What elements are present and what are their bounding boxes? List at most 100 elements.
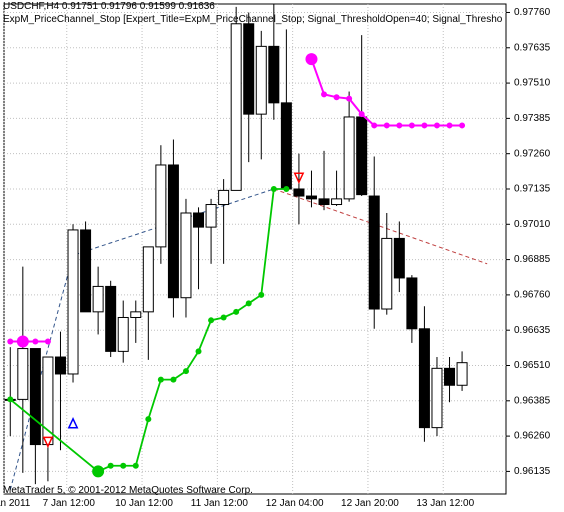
indicator-magenta-marker bbox=[421, 122, 427, 128]
indicator-green-marker bbox=[221, 314, 227, 320]
candle-body bbox=[269, 46, 279, 102]
candle-body bbox=[194, 213, 204, 227]
xaxis-tick-label: 6 Jan 2011 bbox=[0, 498, 31, 509]
chart-plot[interactable]: 0.96135 0.96260 0.96385 0.96510 0.96635 0.967… bbox=[0, 0, 564, 512]
indicator-magenta-marker bbox=[371, 122, 377, 128]
indicator-green-marker bbox=[246, 300, 252, 306]
candle-body bbox=[344, 117, 354, 199]
indicator-magenta-marker bbox=[409, 122, 415, 128]
indicator-magenta-marker bbox=[396, 122, 402, 128]
yaxis-tick-label: 0.97135 bbox=[514, 184, 551, 195]
candle-body bbox=[106, 286, 116, 351]
candle-body bbox=[81, 230, 91, 312]
xaxis-tick-label: 12 Jan 20:00 bbox=[341, 498, 399, 509]
yaxis-tick-label: 0.97010 bbox=[514, 219, 551, 230]
indicator-magenta-marker bbox=[32, 338, 38, 344]
yaxis-tick-label: 0.96135 bbox=[514, 466, 551, 477]
chart-title: USDCHF,H4 0.91751 0.91796 0.91599 0.9163… bbox=[3, 1, 215, 12]
candle-body bbox=[118, 317, 128, 351]
xaxis-tick-label: 10 Jan 12:00 bbox=[115, 498, 173, 509]
xaxis-tick-label: 12 Jan 04:00 bbox=[266, 498, 324, 509]
candle-body bbox=[156, 165, 166, 247]
indicator-magenta bbox=[311, 59, 462, 125]
indicator-green-marker bbox=[196, 348, 202, 354]
yaxis-tick-label: 0.97260 bbox=[514, 148, 551, 159]
candle-body bbox=[419, 329, 429, 428]
chart-footer: MetaTrader 5, © 2001-2012 MetaQuotes Sof… bbox=[3, 485, 253, 496]
yaxis-tick-label: 0.96260 bbox=[514, 431, 551, 442]
candle-body bbox=[68, 230, 78, 374]
candle-body bbox=[131, 312, 141, 318]
candle-body bbox=[93, 286, 103, 311]
yaxis-tick-label: 0.97385 bbox=[514, 113, 551, 124]
candle-body bbox=[369, 196, 379, 309]
indicator-green-marker bbox=[133, 463, 139, 469]
chart-container: USDCHF,H4 0.91751 0.91796 0.91599 0.9163… bbox=[0, 0, 564, 512]
indicator-green-marker bbox=[108, 463, 114, 469]
indicator-magenta-marker bbox=[305, 53, 317, 65]
indicator-green-marker bbox=[283, 186, 289, 192]
indicator-magenta-marker bbox=[434, 122, 440, 128]
indicator-magenta-marker bbox=[334, 94, 340, 100]
candle-body bbox=[181, 213, 191, 298]
yaxis-tick-label: 0.97760 bbox=[514, 7, 551, 18]
indicator-green-marker bbox=[258, 292, 264, 298]
indicator-magenta-marker bbox=[45, 338, 51, 344]
indicator-magenta-marker bbox=[346, 96, 352, 102]
yaxis-tick-label: 0.96635 bbox=[514, 325, 551, 336]
candle-body bbox=[306, 196, 316, 199]
candle-body bbox=[457, 363, 467, 386]
candle-body bbox=[432, 368, 442, 427]
candle-body bbox=[219, 190, 229, 204]
candle-body bbox=[231, 24, 241, 191]
indicator-magenta-marker bbox=[17, 335, 29, 347]
indicator-green-marker bbox=[92, 465, 104, 477]
candle-body bbox=[407, 278, 417, 329]
candle-body bbox=[43, 357, 53, 445]
chart-subtitle: ExpM_PriceChannel_Stop [Expert_Title=Exp… bbox=[3, 14, 503, 25]
indicator-green-marker bbox=[233, 309, 239, 315]
candle-body bbox=[319, 199, 329, 205]
xaxis-tick-label: 11 Jan 12:00 bbox=[191, 498, 249, 509]
indicator-magenta-marker bbox=[384, 122, 390, 128]
indicator-green-marker bbox=[158, 377, 164, 383]
indicator-magenta-marker bbox=[359, 111, 365, 117]
indicator-green-marker bbox=[7, 396, 13, 402]
xaxis-tick-label: 13 Jan 12:00 bbox=[416, 498, 474, 509]
indicator-green-marker bbox=[120, 463, 126, 469]
candle-body bbox=[394, 238, 404, 278]
candle-body bbox=[445, 368, 455, 385]
indicator-green-marker bbox=[170, 377, 176, 383]
indicator-magenta-marker bbox=[7, 338, 13, 344]
candle-body bbox=[168, 165, 178, 298]
candle-body bbox=[55, 357, 65, 374]
yaxis-tick-label: 0.97510 bbox=[514, 78, 551, 89]
yaxis-tick-label: 0.96885 bbox=[514, 254, 551, 265]
yaxis-tick-label: 0.96760 bbox=[514, 290, 551, 301]
indicator-magenta-marker bbox=[459, 122, 465, 128]
candle-body bbox=[382, 238, 392, 309]
signal-arrow-up bbox=[69, 419, 77, 428]
indicator-magenta-marker bbox=[321, 91, 327, 97]
indicator-green-marker bbox=[145, 416, 151, 422]
yaxis-tick-label: 0.96385 bbox=[514, 395, 551, 406]
trend-line bbox=[274, 189, 487, 264]
candle-body bbox=[244, 24, 254, 114]
indicator-green-marker bbox=[271, 186, 277, 192]
candle-body bbox=[206, 205, 216, 228]
candle-body bbox=[357, 117, 367, 195]
indicator-magenta-marker bbox=[447, 122, 453, 128]
yaxis-tick-label: 0.96510 bbox=[514, 360, 551, 371]
candle-body bbox=[30, 349, 40, 445]
candle-body bbox=[18, 349, 28, 400]
yaxis-tick-label: 0.97635 bbox=[514, 42, 551, 53]
candle-body bbox=[256, 46, 266, 114]
indicator-green-marker bbox=[208, 317, 214, 323]
plot-border bbox=[4, 4, 506, 494]
candle-body bbox=[332, 199, 342, 205]
candle-body bbox=[143, 247, 153, 312]
candle-body bbox=[294, 189, 304, 196]
indicator-green-marker bbox=[183, 368, 189, 374]
candle-body bbox=[281, 103, 291, 189]
xaxis-tick-label: 7 Jan 12:00 bbox=[43, 498, 96, 509]
